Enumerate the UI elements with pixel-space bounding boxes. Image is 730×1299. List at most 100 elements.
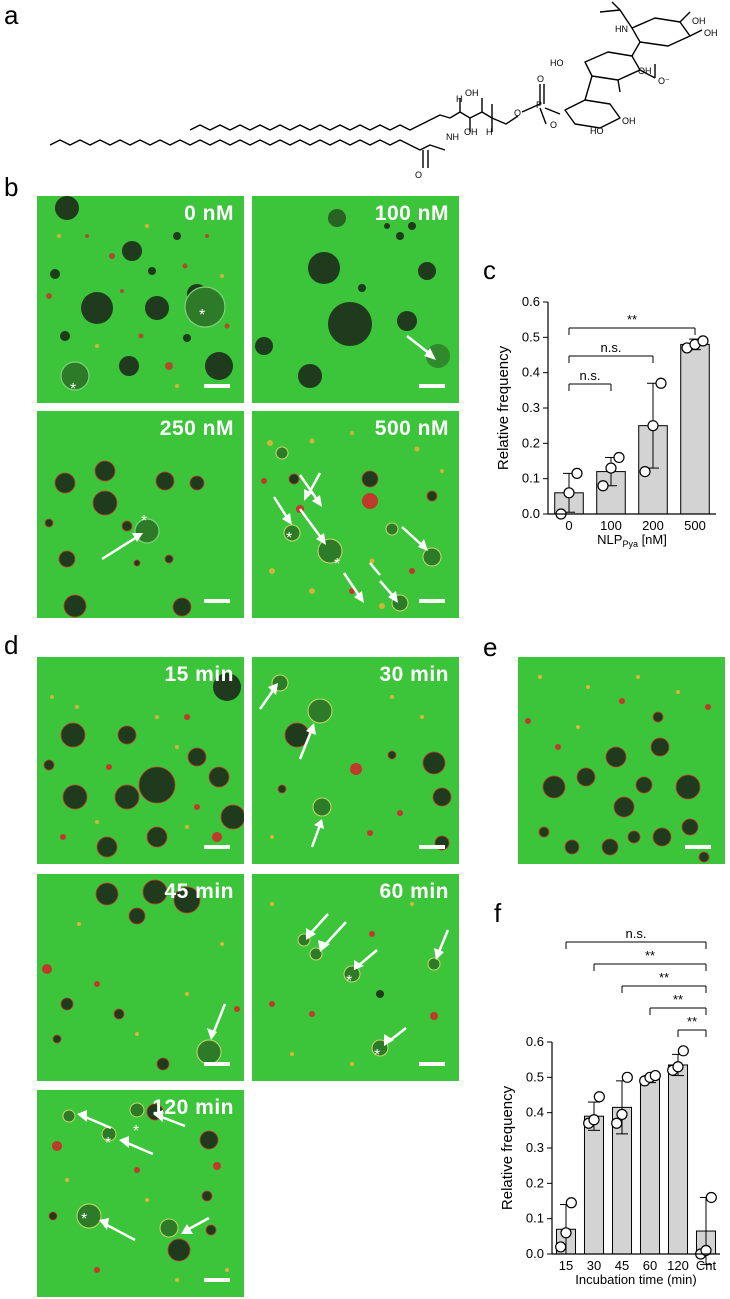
micrograph-d-120min: * * * 120 min (37, 1090, 244, 1297)
y-tick-label: 0.0 (522, 506, 540, 521)
significance-bracket (649, 1007, 707, 1015)
svg-text:OH: OH (692, 16, 706, 26)
svg-text:HO: HO (590, 126, 604, 136)
svg-text:HO: HO (550, 58, 564, 68)
svg-text:*: * (81, 1211, 87, 1228)
significance-label: n.s. (580, 368, 601, 383)
condition-label: 120 min (152, 1096, 234, 1119)
data-point (613, 451, 625, 464)
data-point (593, 1091, 605, 1103)
micrograph-b-100nM: 100 nM (252, 196, 459, 403)
micrograph-b-250nM: * 250 nM (37, 411, 244, 618)
y-tick-label: 0.2 (522, 435, 540, 450)
y-tick-label: 0.1 (522, 471, 540, 486)
svg-text:O: O (537, 74, 544, 84)
data-point (616, 1108, 628, 1121)
svg-text:OH: OH (464, 127, 478, 137)
x-axis-label: Incubation time (min) (575, 1272, 696, 1287)
micrograph-b-500nM: * * 500 nM (252, 411, 459, 618)
data-point (597, 480, 609, 492)
bar (680, 343, 710, 515)
svg-text:*: * (374, 1047, 380, 1064)
condition-label: 250 nM (159, 417, 234, 440)
x-tick-label: 15 (559, 1258, 573, 1273)
y-tick-label: 0.5 (522, 329, 540, 344)
bar-chart-c: 0 100 200 500 0.0 0.1 0.2 0.3 0.4 0.5 0.6 Relative … (495, 294, 716, 549)
data-point (639, 466, 651, 478)
significance-bracket (565, 941, 707, 949)
svg-text:O⁻: O⁻ (658, 76, 670, 86)
significance-label: ** (627, 312, 637, 327)
data-point (672, 1061, 684, 1073)
x-tick-label: 0 (565, 518, 572, 533)
y-tick-label: 0.0 (526, 1246, 544, 1261)
svg-text:*: * (199, 307, 205, 324)
scale-bar (419, 384, 445, 388)
svg-text:OH: OH (622, 116, 636, 126)
micrograph-d-15min: 15 min (37, 657, 244, 864)
data-point (697, 335, 709, 347)
micrograph-d-45min: 45 min (37, 874, 244, 1081)
svg-text:H: H (486, 127, 493, 137)
panel-letter-d: d (4, 630, 19, 660)
svg-text:P: P (536, 100, 542, 110)
panel-letter-c: c (483, 255, 496, 285)
data-point (588, 1114, 600, 1126)
svg-text:*: * (334, 556, 340, 573)
significance-bracket (568, 383, 612, 391)
data-point (621, 1071, 633, 1083)
condition-label: 60 min (379, 880, 449, 903)
condition-label: 100 nM (374, 202, 449, 225)
bar-chart-f: 15 30 45 60 120 Cnt 0.0 0.1 0.2 0.3 0.4 0.5 0.6 Relat… (499, 926, 720, 1287)
svg-text:OH: OH (638, 66, 652, 76)
svg-text:*: * (133, 1123, 139, 1140)
bar (639, 1078, 661, 1255)
panel-letter-f: f (494, 898, 502, 928)
data-point (655, 377, 667, 389)
scale-bar (204, 1278, 230, 1282)
x-tick-label: 100 (600, 518, 622, 533)
panel-letter-e: e (483, 632, 498, 662)
y-tick-label: 0.1 (526, 1211, 544, 1226)
y-tick-label: 0.4 (522, 365, 540, 380)
svg-text:HN: HN (615, 24, 628, 34)
scale-bar (419, 1062, 445, 1066)
svg-text:NH: NH (446, 132, 459, 142)
scale-bar (204, 1062, 230, 1066)
significance-label: ** (687, 1014, 697, 1029)
data-point (700, 1244, 712, 1257)
data-point (677, 1045, 689, 1057)
svg-text:H: H (456, 94, 463, 104)
x-tick-label: 120 (667, 1258, 689, 1273)
significance-label: ** (659, 970, 669, 985)
svg-text:*: * (346, 973, 352, 990)
chemical-structure: HN HO OH H O P O⁻ NH OH OH OH H OH HO O … (49, 1, 718, 180)
y-tick-label: 0.6 (526, 1034, 544, 1049)
x-tick-label: 200 (642, 518, 664, 533)
data-point (563, 487, 575, 499)
data-point (560, 1227, 572, 1239)
data-point (605, 462, 617, 474)
svg-text:*: * (286, 530, 292, 547)
y-tick-label: 0.2 (526, 1175, 544, 1190)
data-point (647, 420, 659, 432)
svg-text:O: O (550, 120, 557, 130)
condition-label: 0 nM (184, 202, 234, 225)
y-tick-label: 0.3 (522, 400, 540, 415)
significance-label: ** (673, 992, 683, 1007)
significance-bracket (621, 985, 707, 993)
condition-label: 500 nM (374, 417, 449, 440)
panel-letter-a: a (4, 0, 19, 30)
svg-text:O: O (415, 170, 422, 180)
x-tick-label: 45 (615, 1258, 629, 1273)
scale-bar (204, 845, 230, 849)
svg-text:*: * (141, 513, 147, 530)
svg-text:OH: OH (704, 28, 718, 38)
data-point (705, 1191, 717, 1204)
svg-text:O: O (514, 108, 521, 118)
y-tick-label: 0.4 (526, 1105, 544, 1120)
data-point (565, 1197, 577, 1209)
x-axis-label: NLPPya [nM] (597, 532, 667, 549)
y-tick-label: 0.6 (522, 294, 540, 309)
significance-label: n.s. (601, 340, 622, 355)
